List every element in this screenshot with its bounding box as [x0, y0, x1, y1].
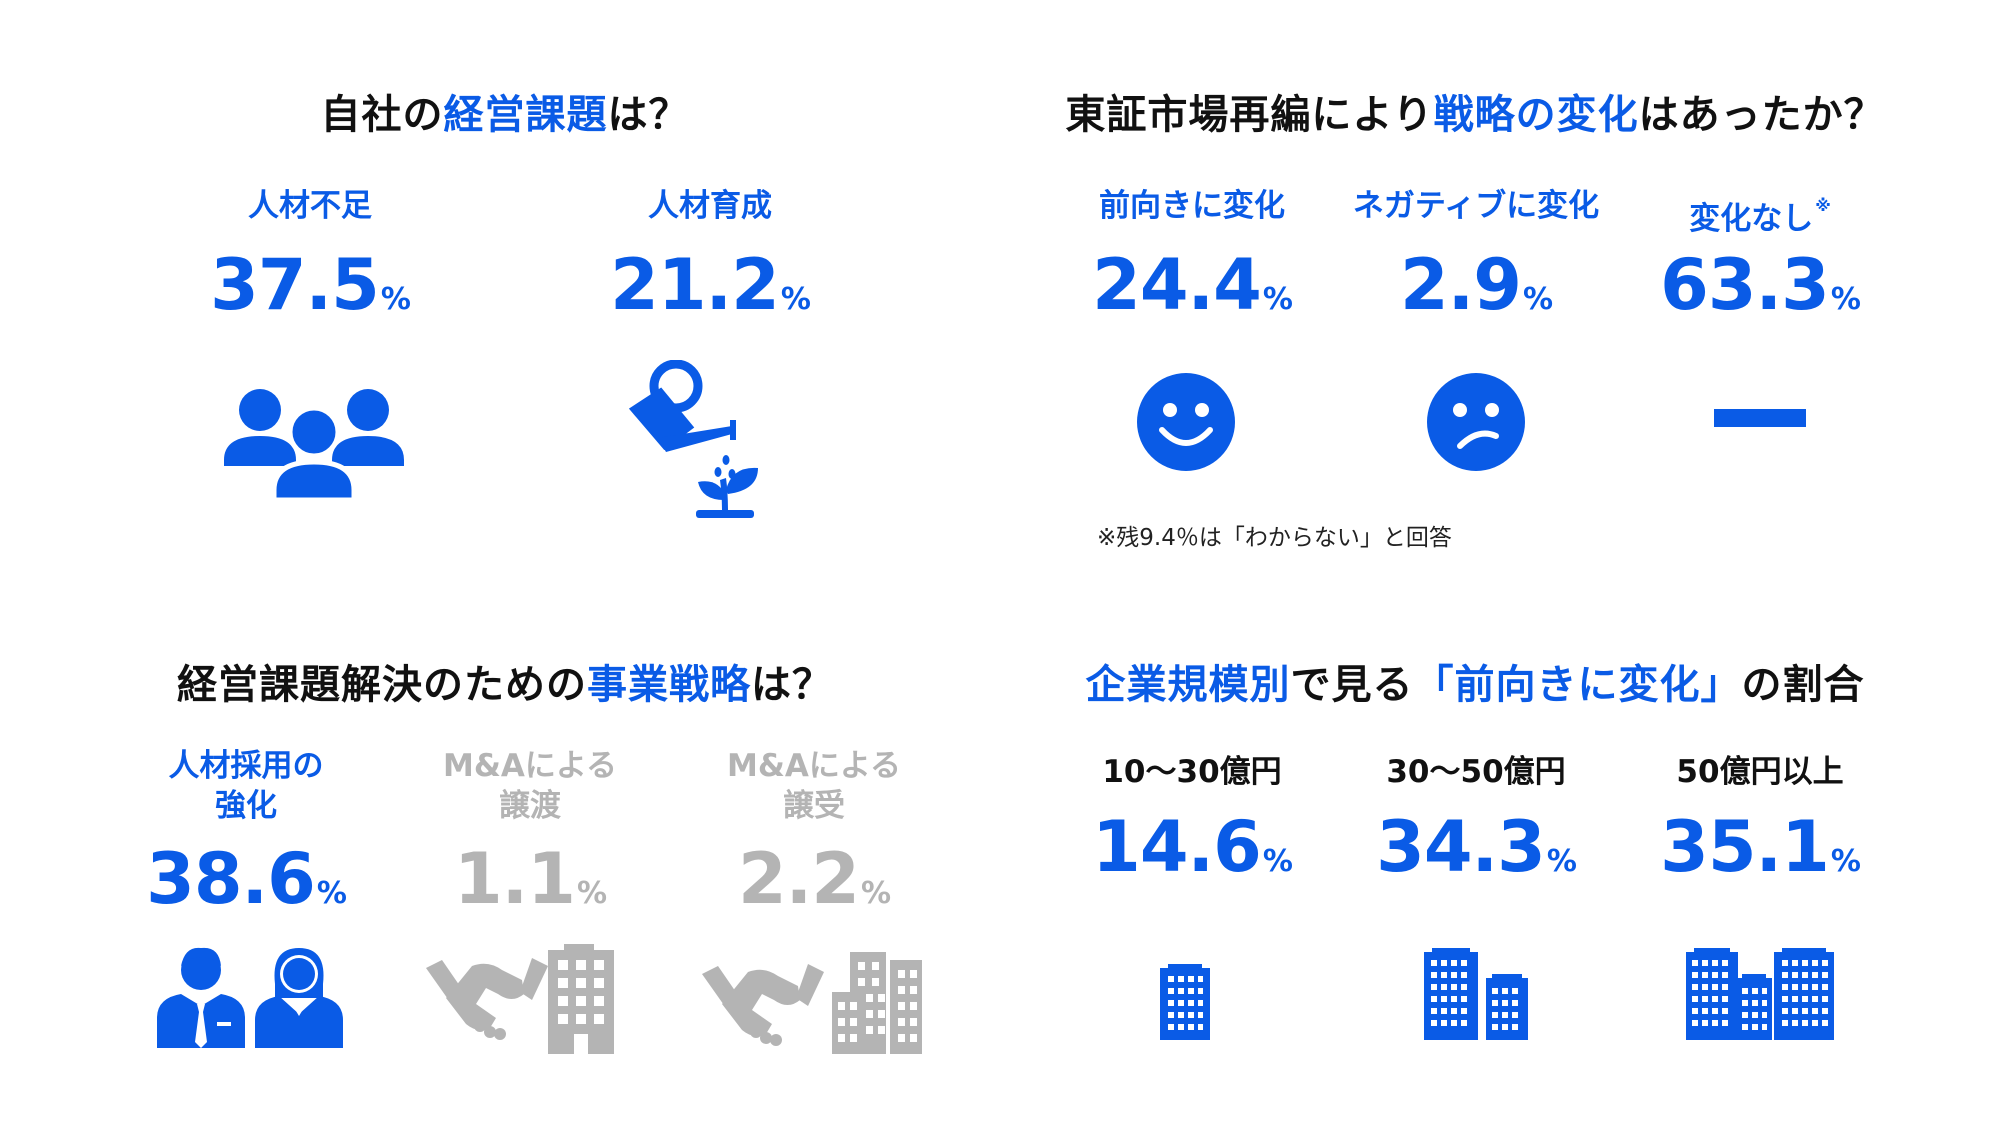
- q2-item-value: 2.9%: [1399, 244, 1553, 326]
- small-building-icon: [1160, 964, 1210, 1040]
- q3-title-highlight: 事業戦略: [587, 662, 751, 708]
- people-group-icon: [224, 389, 404, 500]
- footnote-mark: ※: [1815, 196, 1831, 215]
- value-unit: %: [1262, 282, 1293, 317]
- q4-title-mid: で見る: [1290, 662, 1414, 708]
- label-line: 強化: [215, 788, 277, 824]
- q3-item-value: 38.6%: [146, 838, 347, 920]
- value-number: 21.2: [610, 244, 780, 326]
- q2-item-value: 24.4%: [1092, 244, 1293, 326]
- value-unit: %: [1830, 282, 1861, 317]
- handshake-buildings-icon: [702, 952, 922, 1054]
- q3-item-value: 1.1%: [453, 838, 607, 920]
- label-line: M&Aによる: [727, 748, 901, 784]
- q1-item-value: 37.5%: [210, 244, 411, 326]
- value-unit: %: [1830, 844, 1861, 879]
- confused-face-icon: [1427, 373, 1525, 471]
- value-unit: %: [576, 876, 607, 911]
- label-line: M&Aによる: [443, 748, 617, 784]
- q1-title-post: は？: [607, 92, 690, 138]
- footnote: ※残9.4％は「わからない」と回答: [1097, 525, 1452, 551]
- business-people-icon: [157, 947, 343, 1048]
- label-line: 譲渡: [498, 788, 561, 824]
- q2-title: 東証市場再編により戦略の変化はあったか？: [1065, 82, 1884, 140]
- value-number: 2.2: [737, 838, 860, 920]
- value-unit: %: [380, 282, 411, 317]
- value-unit: %: [1522, 282, 1553, 317]
- value-unit: %: [1262, 844, 1293, 879]
- q3-item-label: M&Aによる 譲渡: [443, 746, 617, 826]
- medium-buildings-icon: [1424, 948, 1528, 1040]
- smile-face-icon: [1137, 373, 1235, 471]
- handshake-building-icon: [426, 944, 614, 1054]
- label-line: 人材採用の: [168, 748, 324, 784]
- q1-item-label: 人材育成: [648, 188, 772, 224]
- value-number: 24.4: [1092, 244, 1262, 326]
- value-number: 38.6: [146, 838, 316, 920]
- q1-item-label: 人材不足: [248, 188, 372, 224]
- value-number: 2.9: [1399, 244, 1522, 326]
- value-unit: %: [1546, 844, 1577, 879]
- q3-title: 経営課題解決のための事業戦略は？: [177, 652, 833, 710]
- value-number: 1.1: [453, 838, 576, 920]
- q4-item-label: 50億円以上: [1676, 754, 1844, 790]
- q1-title: 自社の経営課題は？: [321, 82, 690, 140]
- q3-title-post: は？: [751, 662, 833, 708]
- value-unit: %: [780, 282, 811, 317]
- q1-title-pre: 自社の: [320, 92, 444, 138]
- q4-title-highlight: 企業規模別: [1085, 662, 1291, 708]
- watering-can-plant-icon: [628, 360, 758, 518]
- q3-item-label: M&Aによる 譲受: [727, 746, 901, 826]
- q2-item-label: 前向きに変化: [1099, 188, 1285, 224]
- q1-item-value: 21.2%: [610, 244, 811, 326]
- q4-item-label: 10～30億円: [1102, 754, 1282, 790]
- q2-item-label: 変化なし ※: [1689, 186, 1831, 239]
- label-text: 変化なし: [1689, 201, 1814, 237]
- q4-item-value: 14.6%: [1092, 806, 1293, 888]
- q3-title-pre: 経営課題解決のための: [177, 662, 587, 708]
- q4-title-highlight: 「前向きに変化」: [1413, 662, 1742, 708]
- value-number: 35.1: [1660, 806, 1830, 888]
- q4-title-post: の割合: [1741, 662, 1865, 708]
- dash-icon: [1714, 409, 1806, 427]
- value-number: 34.3: [1376, 806, 1546, 888]
- label-line: 譲受: [782, 788, 845, 824]
- q1-title-highlight: 経営課題: [443, 92, 608, 138]
- q3-item-value: 2.2%: [737, 838, 891, 920]
- large-buildings-icon: [1686, 948, 1834, 1040]
- value-number: 63.3: [1660, 244, 1830, 326]
- q2-title-pre: 東証市場再編により: [1065, 92, 1434, 138]
- q2-item-label: ネガティブに変化: [1352, 188, 1600, 224]
- q3-item-label: 人材採用の 強化: [169, 746, 324, 826]
- q4-item-value: 34.3%: [1376, 806, 1577, 888]
- value-unit: %: [860, 876, 891, 911]
- q2-title-highlight: 戦略の変化: [1433, 92, 1639, 138]
- q2-title-post: はあったか？: [1638, 92, 1885, 138]
- value-number: 14.6: [1092, 806, 1262, 888]
- q4-item-label: 30～50億円: [1386, 754, 1566, 790]
- q4-title: 企業規模別で見る「前向きに変化」の割合: [1086, 652, 1865, 710]
- value-unit: %: [316, 876, 347, 911]
- q2-item-value: 63.3%: [1660, 244, 1861, 326]
- value-number: 37.5: [210, 244, 380, 326]
- q4-item-value: 35.1%: [1660, 806, 1861, 888]
